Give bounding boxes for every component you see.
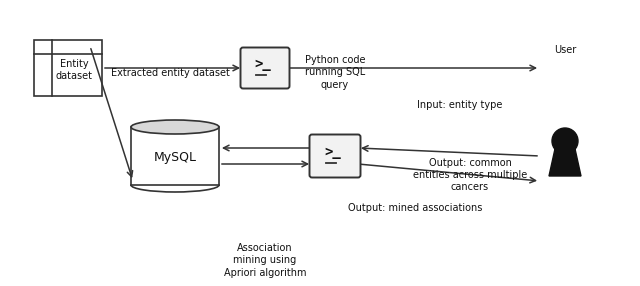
Text: MySQL: MySQL (154, 152, 196, 164)
Bar (34, 40, 102, 96)
Text: >_: >_ (255, 57, 271, 71)
FancyBboxPatch shape (310, 134, 360, 178)
FancyBboxPatch shape (241, 47, 289, 88)
Text: Python code
running SQL
query: Python code running SQL query (305, 55, 365, 90)
Text: Association
mining using
Apriori algorithm: Association mining using Apriori algorit… (224, 243, 307, 278)
Polygon shape (549, 149, 581, 176)
Text: Output: mined associations: Output: mined associations (348, 203, 482, 213)
Text: User: User (554, 45, 576, 55)
Text: Input: entity type: Input: entity type (417, 100, 502, 110)
Text: >_: >_ (324, 145, 341, 159)
Ellipse shape (131, 120, 219, 134)
Text: Entity
dataset: Entity dataset (56, 59, 93, 81)
Circle shape (552, 128, 578, 154)
Bar (131, 127, 219, 185)
Text: Extracted entity dataset: Extracted entity dataset (111, 68, 229, 78)
Text: Output: common
entities across multiple
cancers: Output: common entities across multiple … (413, 158, 527, 192)
